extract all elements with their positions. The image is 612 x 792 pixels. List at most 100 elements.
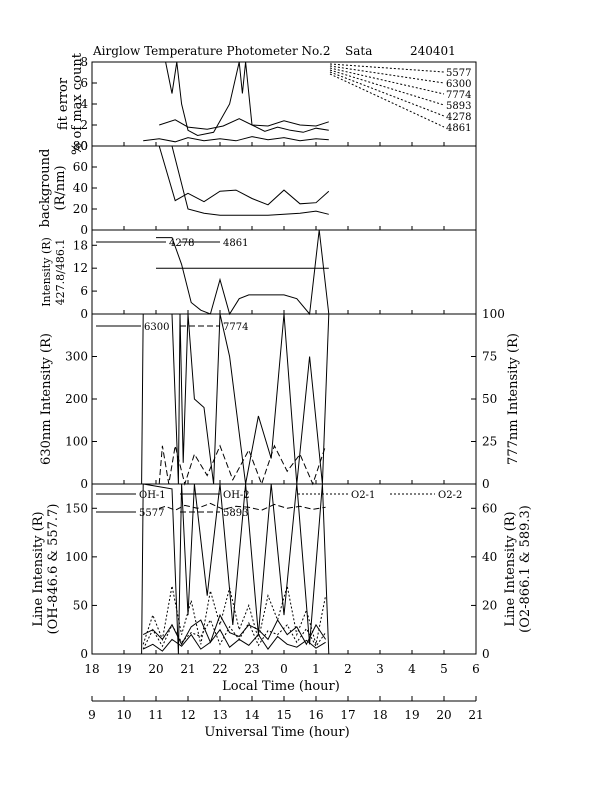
legend-leader-4861: [329, 73, 445, 128]
xtick-ut-label: 15: [276, 708, 291, 722]
xtick-local-label: 5: [440, 662, 448, 676]
xtick-ut-label: 20: [436, 708, 451, 722]
ytick-label: 18: [73, 238, 88, 252]
chart-site: Sata: [345, 44, 372, 58]
line-intensity-right-ylabel-species: (O2-866.1 & 589.3): [518, 505, 533, 633]
ytick-label: 6: [80, 76, 88, 90]
legend-leader-7774: [329, 67, 445, 95]
ut-time-xlabel: Universal Time (hour): [204, 725, 349, 740]
series-line-4278: [156, 229, 330, 316]
panel-fit-error-frame: [91, 61, 477, 147]
series-line-7774: [158, 444, 327, 486]
legend-label-5577: 5577: [139, 508, 164, 519]
xtick-ut-label: 19: [404, 708, 419, 722]
legend-label-O2-2: O2-2: [438, 490, 462, 501]
legend-label-4278: 4278: [446, 112, 471, 123]
xtick-local-label: 6: [472, 662, 480, 676]
ytick-label: 0: [80, 647, 88, 661]
fit-error-ylabel: % of max count: [70, 52, 85, 155]
xtick-ut-label: 11: [148, 708, 163, 722]
series-layer: [141, 61, 330, 655]
background-ylabel-top: background: [38, 149, 53, 228]
ytick-right-label: 75: [482, 350, 497, 364]
legend-label-O2-1: O2-1: [351, 490, 375, 501]
panel-630-777-frame: [91, 313, 477, 485]
legend-label-OH-1: OH-1: [139, 490, 166, 501]
xtick-ut-label: 14: [244, 708, 260, 722]
series-line-4278: [159, 118, 329, 130]
xtick-ut-label: 17: [340, 708, 355, 722]
xtick-local-label: 19: [116, 662, 131, 676]
xtick-local-label: 3: [376, 662, 384, 676]
ytick-label: 0: [80, 139, 88, 153]
xtick-local-label: 4: [408, 662, 416, 676]
ytick-right-label: 40: [482, 550, 497, 564]
series-line-6300: [165, 61, 329, 137]
630nm-ylabel: 630nm Intensity (R): [39, 333, 54, 465]
line-intensity-ylabel: Line Intensity (R): [31, 511, 46, 626]
series-line-OH-2: [142, 628, 326, 652]
panel-427-486-frame: [91, 229, 477, 315]
ytick-right-label: 25: [482, 435, 497, 449]
ytick-label: 0: [80, 477, 88, 491]
xtick-ut-label: 10: [116, 708, 131, 722]
chart-date: 240401: [410, 44, 456, 58]
ytick-label: 4: [80, 97, 88, 111]
ytick-label: 100: [65, 550, 88, 564]
series-line-6300: [141, 313, 330, 485]
ticks-layer: 0246802040608006121801002003000255075100…: [65, 55, 505, 722]
ytick-label: 50: [73, 598, 88, 612]
legend-label-4861: 4861: [223, 238, 248, 249]
background-ylabel: (R/nm): [53, 165, 68, 210]
ytick-label: 8: [80, 55, 88, 69]
xtick-local-label: 20: [148, 662, 163, 676]
series-line-4861: [143, 136, 329, 143]
series-line-5893: [159, 502, 326, 511]
series-line-5577: [141, 483, 330, 655]
legend-label-6300: 6300: [446, 79, 471, 90]
ytick-right-label: 100: [482, 307, 505, 321]
xtick-ut-label: 13: [212, 708, 227, 722]
xtick-local-label: 23: [244, 662, 259, 676]
local-time-xlabel: Local Time (hour): [222, 679, 340, 694]
legend-leader-5577: [329, 63, 445, 73]
legend-label-4861: 4861: [446, 123, 471, 134]
line-intensity-ylabel-species: (OH-846.6 & 557.7): [46, 504, 61, 635]
line-intensity-right-ylabel: Line Intensity (R): [503, 511, 518, 626]
ytick-label: 300: [65, 350, 88, 364]
panel-background-frame: [91, 145, 477, 231]
xtick-local-label: 2: [344, 662, 352, 676]
fit-error-ylabel-top: fit error: [56, 77, 71, 130]
ytick-right-label: 0: [482, 477, 490, 491]
xtick-local-label: 21: [180, 662, 195, 676]
series-line-O2-1: [142, 585, 327, 645]
legend-label-4278: 4278: [169, 238, 194, 249]
ytick-label: 2: [80, 118, 88, 132]
ytick-label: 0: [80, 307, 88, 321]
xtick-ut-label: 16: [308, 708, 323, 722]
ytick-label: 100: [65, 435, 88, 449]
legend-label-7774: 7774: [223, 322, 248, 333]
legend-label-6300: 6300: [144, 322, 169, 333]
legend-label-5577: 5577: [446, 68, 471, 79]
legend-leader-6300: [329, 65, 445, 84]
xtick-local-label: 0: [280, 662, 288, 676]
ytick-label: 60: [73, 160, 88, 174]
ytick-label: 40: [73, 181, 88, 195]
ytick-label: 20: [73, 202, 88, 216]
legend-leader-5893: [329, 69, 445, 106]
legend-label-OH-2: OH-2: [223, 490, 250, 501]
xtick-ut-label: 21: [468, 708, 483, 722]
777nm-ylabel: 777nm Intensity (R): [506, 333, 521, 465]
ytick-right-label: 50: [482, 392, 497, 406]
ytick-label: 80: [73, 139, 88, 153]
ytick-right-label: 60: [482, 501, 497, 515]
series-line-lower: [171, 145, 329, 216]
chart-title: Airglow Temperature Photometer No.2: [92, 44, 331, 58]
ytick-label: 12: [73, 261, 88, 275]
series-line-O2-2: [142, 618, 327, 650]
xtick-ut-label: 9: [88, 708, 96, 722]
xtick-local-label: 1: [312, 662, 320, 676]
intensity-ylabel-wavelengths: 427.8/486.1: [54, 239, 67, 306]
